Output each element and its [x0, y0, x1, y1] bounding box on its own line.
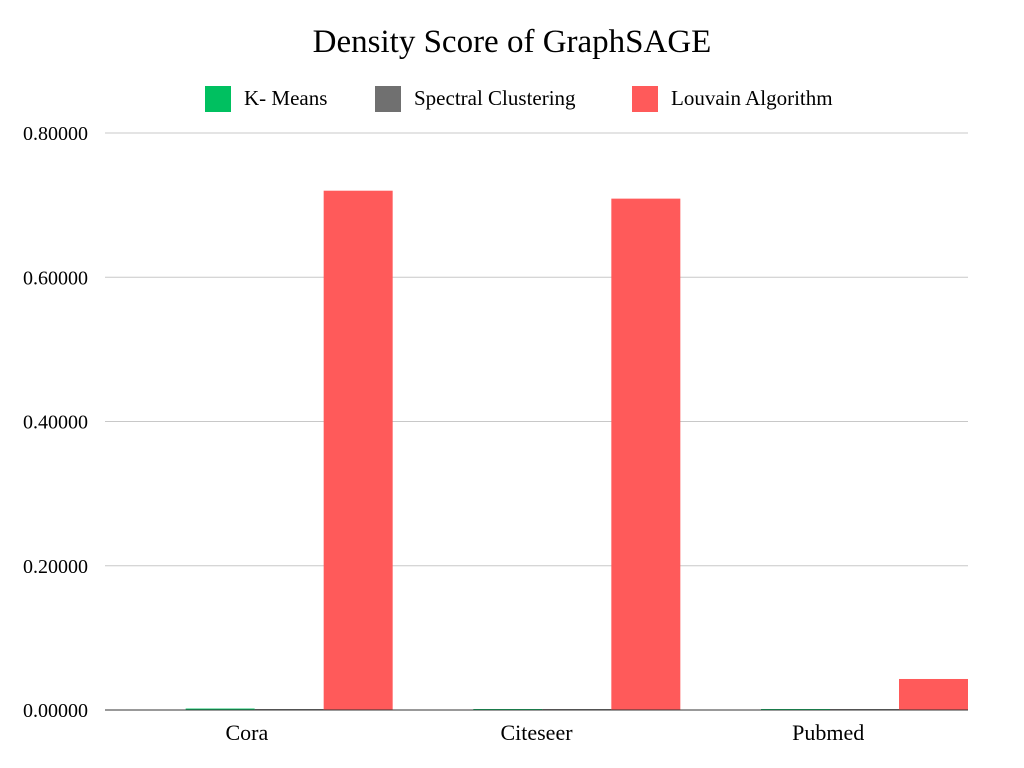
x-axis: Cora Citeseer Pubmed: [105, 709, 968, 745]
legend-label: Spectral Clustering: [414, 86, 576, 110]
legend-swatch: [632, 86, 658, 112]
chart-legend: K- Means Spectral Clustering Louvain Algor…: [205, 86, 833, 112]
y-axis: 0.00000 0.20000 0.40000 0.60000 0.80000: [23, 123, 88, 722]
bar-cora-3: [323, 190, 393, 710]
bar-citeseer-3: [611, 198, 681, 711]
legend-label: K- Means: [244, 86, 327, 110]
x-tick-label: Cora: [225, 720, 268, 745]
legend-swatch: [375, 86, 401, 112]
gridlines: [105, 132, 968, 567]
chart-title: Density Score of GraphSAGE: [313, 24, 712, 60]
legend-label: Louvain Algorithm: [671, 86, 833, 110]
y-tick-label: 0.40000: [23, 412, 88, 434]
bar-pubmed-3: [899, 678, 968, 710]
y-tick-label: 0.60000: [23, 267, 88, 289]
x-tick-label: Pubmed: [792, 720, 864, 745]
y-tick-label: 0.80000: [23, 123, 88, 145]
bar-cora-1: [185, 708, 255, 710]
y-tick-label: 0.20000: [23, 556, 88, 578]
y-tick-label: 0.00000: [23, 700, 88, 722]
legend-swatch: [205, 86, 231, 112]
x-tick-label: Citeseer: [500, 720, 573, 745]
bars: [185, 190, 968, 711]
